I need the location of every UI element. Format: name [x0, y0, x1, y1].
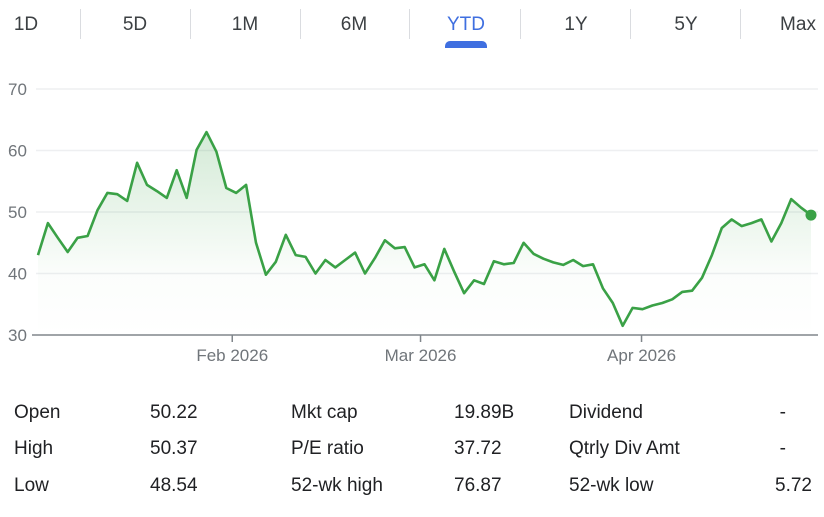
- tab-1d[interactable]: 1D: [13, 14, 39, 35]
- divider: [190, 9, 191, 39]
- stat-label: Open: [14, 402, 61, 423]
- stat-label: P/E ratio: [291, 438, 364, 459]
- stat-label: 52-wk low: [569, 475, 654, 496]
- divider: [80, 9, 81, 39]
- divider: [409, 9, 410, 39]
- stat-value: 50.37: [150, 438, 198, 459]
- tab-max[interactable]: Max: [780, 14, 816, 35]
- stat-label: Low: [14, 475, 49, 496]
- tab-6m[interactable]: 6M: [340, 14, 368, 35]
- y-tick-label: 40: [8, 265, 27, 284]
- stat-label: 52-wk high: [291, 475, 383, 496]
- stat-value: 19.89B: [454, 402, 515, 423]
- y-tick-label: 70: [8, 80, 27, 99]
- tab-1m[interactable]: 1M: [231, 14, 259, 35]
- stat-value: -: [779, 438, 786, 459]
- x-tick-label: Mar 2026: [385, 346, 457, 365]
- price-chart[interactable]: 70 60 50 40 30 Feb 2026 Mar 2026 Apr 2026: [0, 0, 824, 380]
- selected-tab-indicator: [445, 41, 487, 48]
- divider: [520, 9, 521, 39]
- y-tick-label: 50: [8, 203, 27, 222]
- divider: [740, 9, 741, 39]
- price-area: [38, 132, 811, 335]
- stat-value: -: [779, 402, 786, 423]
- stat-label: Dividend: [569, 402, 643, 423]
- x-tick-label: Feb 2026: [196, 346, 268, 365]
- stat-value: 37.72: [454, 438, 502, 459]
- current-price-dot: [805, 209, 817, 221]
- stat-value: 76.87: [454, 475, 502, 496]
- stat-label: High: [14, 438, 54, 459]
- stat-label: Mkt cap: [291, 402, 358, 423]
- stat-value: 5.72: [775, 475, 812, 496]
- divider: [630, 9, 631, 39]
- range-tabs: 1D 5D 1M 6M YTD 1Y 5Y Max: [0, 0, 824, 50]
- tab-ytd[interactable]: YTD: [447, 14, 485, 35]
- divider: [300, 9, 301, 39]
- y-tick-label: 60: [8, 142, 27, 161]
- stat-label: Qtrly Div Amt: [569, 438, 680, 459]
- tab-5d[interactable]: 5D: [122, 14, 148, 35]
- price-line: [36, 130, 812, 328]
- x-tick-label: Apr 2026: [607, 346, 676, 365]
- tab-1y[interactable]: 1Y: [564, 14, 588, 35]
- stat-value: 48.54: [150, 475, 198, 496]
- tab-5y[interactable]: 5Y: [674, 14, 698, 35]
- stat-value: 50.22: [150, 402, 198, 423]
- y-tick-label: 30: [8, 326, 27, 345]
